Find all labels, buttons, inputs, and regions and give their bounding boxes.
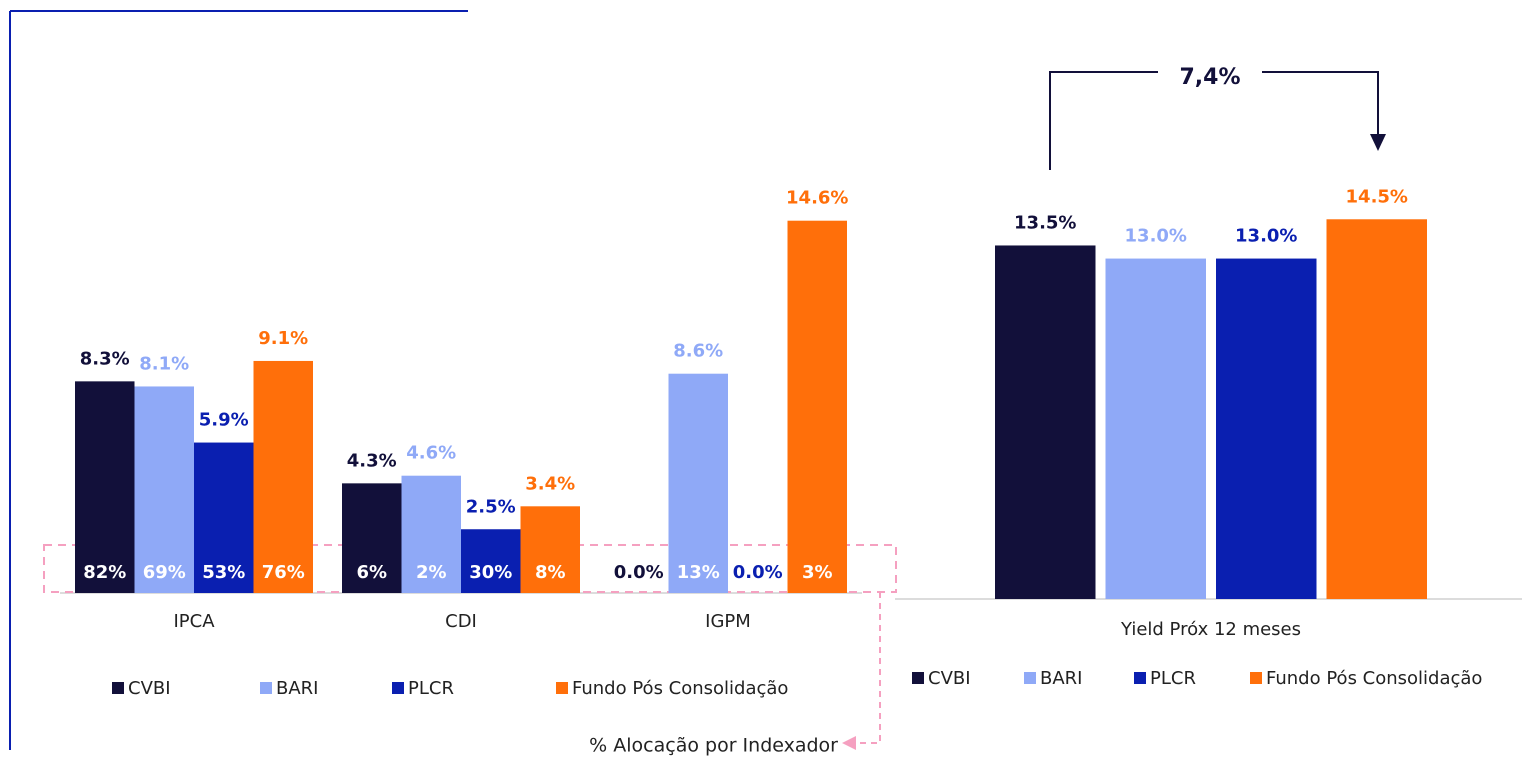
- bar: [461, 529, 521, 593]
- data-label: 14.6%: [786, 188, 848, 209]
- legend-swatch: [1250, 672, 1262, 684]
- allocation-label: 13%: [677, 562, 720, 583]
- legend-label: CVBI: [928, 668, 971, 689]
- arrowhead: [1370, 134, 1386, 151]
- data-label: 13.0%: [1125, 226, 1187, 247]
- allocation-connector: [852, 592, 881, 744]
- x-tick-label: IGPM: [705, 611, 751, 632]
- legend-label: Fundo Pós Consolidação: [572, 678, 788, 699]
- bar: [1216, 258, 1317, 599]
- legend-swatch: [1024, 672, 1036, 684]
- data-label: 3.4%: [525, 473, 575, 494]
- x-tick-label: IPCA: [173, 611, 215, 632]
- x-tick-label: CDI: [445, 611, 477, 632]
- data-label: 8.3%: [80, 348, 130, 369]
- allocation-label: 0.0%: [614, 562, 664, 583]
- bar: [995, 245, 1096, 599]
- legend-swatch: [392, 682, 404, 694]
- bar: [253, 360, 313, 593]
- allocation-label: 30%: [469, 562, 512, 583]
- data-label: 5.9%: [199, 410, 249, 431]
- bar: [134, 386, 194, 593]
- bar: [194, 442, 254, 593]
- data-label: 8.6%: [673, 341, 723, 362]
- x-tick-label: Yield Próx 12 meses: [1120, 619, 1301, 640]
- legend-label: PLCR: [408, 678, 454, 699]
- legend-label: PLCR: [1150, 668, 1196, 689]
- allocation-label: 6%: [356, 562, 387, 583]
- data-label: 2.5%: [466, 496, 516, 517]
- legend-swatch: [260, 682, 272, 694]
- data-label: 4.6%: [406, 443, 456, 464]
- allocation-label: 76%: [262, 562, 305, 583]
- allocation-label: 53%: [202, 562, 245, 583]
- annotation: % Alocação por Indexador: [589, 735, 838, 757]
- bar: [1105, 258, 1206, 599]
- allocation-label: 2%: [416, 562, 447, 583]
- data-label: 9.1%: [258, 328, 308, 349]
- legend-swatch: [556, 682, 568, 694]
- legend-swatch: [112, 682, 124, 694]
- data-label: 4.3%: [347, 450, 397, 471]
- allocation-label: 3%: [802, 562, 833, 583]
- growth-bracket: [1049, 71, 1379, 170]
- arrowhead: [842, 736, 856, 750]
- allocation-label: 69%: [143, 562, 186, 583]
- data-label: 13.5%: [1014, 212, 1076, 233]
- legend-swatch: [912, 672, 924, 684]
- legend-label: CVBI: [128, 678, 171, 699]
- bar: [668, 373, 728, 593]
- legend-label: Fundo Pós Consolidação: [1266, 668, 1482, 689]
- allocation-label: 82%: [83, 562, 126, 583]
- annotation: 7,4%: [1179, 65, 1240, 90]
- bar: [520, 506, 580, 593]
- bar: [1326, 219, 1427, 599]
- bar: [401, 475, 461, 593]
- bar: [75, 381, 135, 593]
- data-label: 14.5%: [1346, 186, 1408, 207]
- legend-swatch: [1134, 672, 1146, 684]
- allocation-label: 0.0%: [733, 562, 783, 583]
- data-label: 13.0%: [1235, 226, 1297, 247]
- allocation-label: 8%: [535, 562, 566, 583]
- data-label: 8.1%: [139, 353, 189, 374]
- bar: [342, 483, 402, 593]
- bar: [787, 220, 847, 593]
- legend-label: BARI: [1040, 668, 1082, 689]
- legend-label: BARI: [276, 678, 318, 699]
